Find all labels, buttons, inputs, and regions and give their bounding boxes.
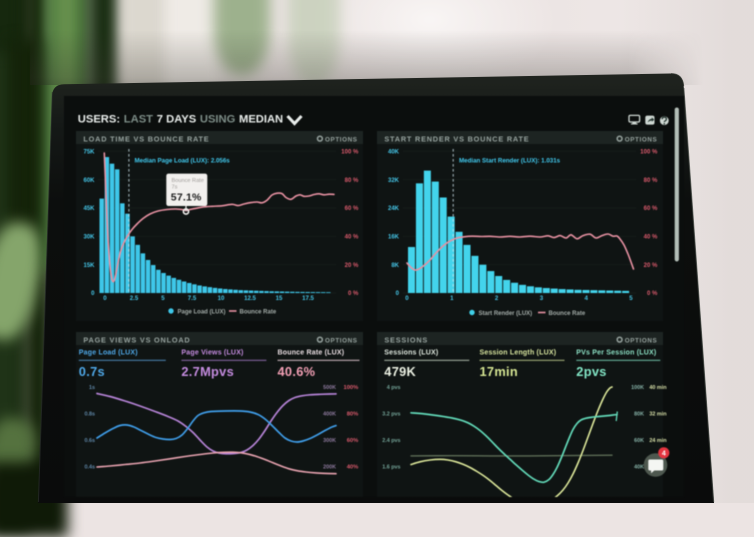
svg-text:0: 0	[91, 291, 95, 297]
svg-text:Sessions (LUX): Sessions (LUX)	[384, 350, 438, 357]
svg-text:Bounce Rate: Bounce Rate	[549, 311, 586, 317]
svg-text:1: 1	[450, 295, 454, 302]
svg-text:15: 15	[276, 295, 283, 302]
svg-text:40K: 40K	[634, 465, 644, 471]
svg-text:60%: 60%	[347, 438, 359, 444]
svg-text:Bounce Rate: Bounce Rate	[240, 309, 277, 315]
svg-text:75K: 75K	[83, 150, 95, 156]
svg-text:60 %: 60 %	[345, 206, 359, 212]
svg-text:20 %: 20 %	[644, 263, 658, 269]
svg-text:START RENDER VS BOUNCE RATE: START RENDER VS BOUNCE RATE	[384, 134, 529, 143]
svg-text:Page Load (LUX): Page Load (LUX)	[79, 350, 138, 357]
svg-text:2.5: 2.5	[130, 295, 139, 302]
svg-text:7 DAYS: 7 DAYS	[157, 114, 197, 126]
svg-text:MEDIAN: MEDIAN	[239, 114, 283, 126]
svg-text:0 %: 0 %	[348, 291, 359, 297]
svg-text:LOAD TIME VS BOUNCE RATE: LOAD TIME VS BOUNCE RATE	[83, 134, 209, 143]
svg-text:40 %: 40 %	[345, 235, 359, 241]
svg-text:0: 0	[396, 291, 400, 297]
svg-text:400K: 400K	[323, 412, 336, 418]
svg-text:7s: 7s	[172, 185, 178, 191]
svg-text:17.5: 17.5	[302, 295, 314, 302]
svg-text:300K: 300K	[323, 438, 336, 444]
svg-text:32K: 32K	[388, 178, 400, 184]
svg-text:60K: 60K	[634, 438, 644, 444]
svg-text:100 %: 100 %	[640, 150, 658, 156]
svg-text:80%: 80%	[347, 412, 359, 418]
svg-text:0: 0	[103, 295, 107, 302]
svg-text:10: 10	[218, 295, 225, 302]
svg-text:Bounce Rate (LUX): Bounce Rate (LUX)	[278, 350, 345, 357]
svg-text:479K: 479K	[384, 364, 416, 379]
svg-text:1s: 1s	[89, 385, 95, 391]
svg-text:20 %: 20 %	[345, 263, 359, 269]
svg-text:SESSIONS: SESSIONS	[384, 335, 428, 344]
svg-text:0.8s: 0.8s	[85, 412, 96, 418]
svg-text:Session Length (LUX): Session Length (LUX)	[480, 350, 557, 357]
svg-text:4: 4	[662, 450, 666, 457]
svg-text:2.4 pvs: 2.4 pvs	[382, 438, 400, 444]
svg-text:45K: 45K	[83, 206, 95, 212]
svg-text:0.6s: 0.6s	[85, 438, 96, 444]
svg-text:0 %: 0 %	[647, 291, 658, 297]
svg-text:40%: 40%	[347, 465, 359, 471]
svg-text:40.6%: 40.6%	[278, 364, 316, 379]
svg-text:USING: USING	[200, 114, 236, 126]
svg-text:OPTIONS: OPTIONS	[325, 136, 358, 143]
svg-text:60K: 60K	[83, 178, 95, 184]
svg-text:16K: 16K	[388, 235, 400, 241]
svg-text:12.5: 12.5	[244, 295, 256, 302]
svg-text:80K: 80K	[634, 412, 644, 418]
svg-text:OPTIONS: OPTIONS	[625, 136, 658, 143]
svg-text:Bounce Rate: Bounce Rate	[172, 178, 204, 184]
svg-text:100%: 100%	[343, 385, 358, 391]
svg-text:3: 3	[540, 295, 544, 302]
svg-text:40 min: 40 min	[649, 385, 666, 391]
svg-text:32 min: 32 min	[649, 412, 666, 418]
svg-text:PAGE VIEWS VS ONLOAD: PAGE VIEWS VS ONLOAD	[83, 335, 190, 344]
svg-text:2.7Mpvs: 2.7Mpvs	[181, 364, 234, 379]
svg-text:30K: 30K	[83, 235, 95, 241]
svg-text:4 pvs: 4 pvs	[387, 385, 401, 391]
svg-text:100 %: 100 %	[341, 150, 359, 156]
svg-text:8K: 8K	[391, 263, 399, 269]
svg-text:0.4s: 0.4s	[85, 465, 96, 471]
svg-text:2pvs: 2pvs	[576, 364, 606, 379]
svg-text:2: 2	[495, 295, 499, 302]
svg-text:57.1%: 57.1%	[171, 191, 202, 203]
svg-text:USERS:: USERS:	[78, 114, 120, 126]
svg-text:LAST: LAST	[124, 114, 153, 126]
svg-text:40 %: 40 %	[644, 235, 658, 241]
svg-text:Page Load (LUX): Page Load (LUX)	[178, 309, 226, 315]
svg-text:5: 5	[161, 295, 165, 302]
svg-text:Median Page Load (LUX): 2.056s: Median Page Load (LUX): 2.056s	[135, 158, 231, 165]
svg-text:5: 5	[629, 295, 633, 302]
svg-text:24K: 24K	[388, 206, 400, 212]
svg-text:3.2 pvs: 3.2 pvs	[382, 412, 400, 418]
svg-text:0: 0	[405, 295, 409, 302]
svg-text:500K: 500K	[323, 385, 336, 391]
svg-text:Page Views (LUX): Page Views (LUX)	[181, 350, 243, 357]
svg-text:80 %: 80 %	[644, 178, 658, 184]
svg-text:15K: 15K	[83, 263, 95, 269]
svg-text:Start Render (LUX): Start Render (LUX)	[479, 311, 533, 317]
svg-text:7.5: 7.5	[188, 295, 197, 302]
svg-text:Median Start Render (LUX): 1.0: Median Start Render (LUX): 1.031s	[459, 158, 561, 165]
svg-text:200K: 200K	[323, 465, 336, 471]
svg-text:PVs Per Session (LUX): PVs Per Session (LUX)	[576, 350, 656, 357]
svg-text:60 %: 60 %	[644, 206, 658, 212]
svg-text:80 %: 80 %	[345, 178, 359, 184]
svg-text:100K: 100K	[631, 385, 644, 391]
svg-text:17min: 17min	[480, 364, 519, 379]
svg-text:0.7s: 0.7s	[79, 364, 105, 379]
svg-text:4: 4	[585, 295, 589, 302]
svg-text:40K: 40K	[388, 150, 400, 156]
svg-text:OPTIONS: OPTIONS	[625, 337, 658, 344]
svg-text:OPTIONS: OPTIONS	[325, 337, 358, 344]
svg-text:24 min: 24 min	[649, 438, 666, 444]
svg-text:1.6 pvs: 1.6 pvs	[382, 465, 400, 471]
